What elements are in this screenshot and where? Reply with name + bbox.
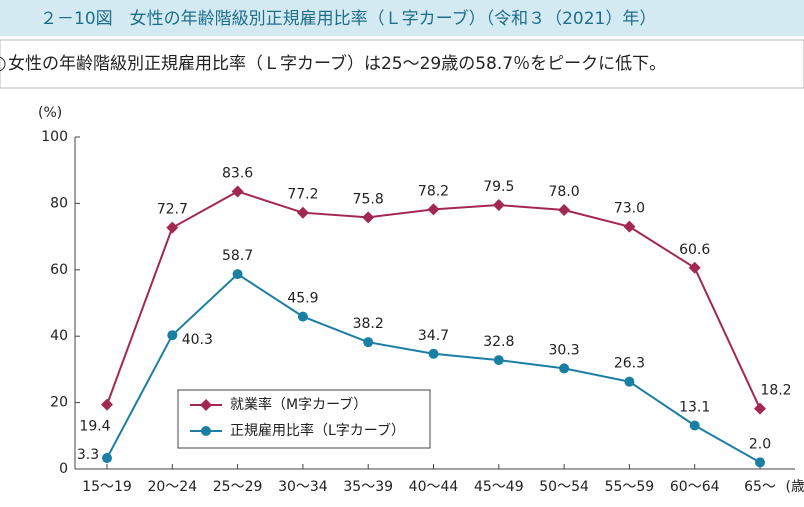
x-tick-label: 60～64 bbox=[670, 479, 720, 495]
y-tick-label: 100 bbox=[41, 129, 68, 145]
data-point bbox=[755, 457, 765, 468]
data-point bbox=[232, 269, 243, 280]
x-tick-label: 55～59 bbox=[605, 479, 655, 495]
data-point bbox=[559, 363, 570, 374]
legend-label: 正規雇用比率（L字カーブ） bbox=[230, 422, 405, 439]
data-point bbox=[363, 337, 374, 348]
x-tick-label: 20～24 bbox=[147, 479, 197, 495]
data-point bbox=[427, 203, 440, 216]
data-label: 45.9 bbox=[287, 291, 318, 307]
data-label: 18.2 bbox=[760, 383, 791, 399]
data-label: 58.7 bbox=[222, 248, 253, 264]
legend-label: 就業率（M字カーブ） bbox=[230, 396, 367, 413]
x-tick-label: 30～34 bbox=[278, 479, 328, 495]
data-label: 32.8 bbox=[483, 334, 514, 350]
legend bbox=[177, 389, 431, 449]
series-line bbox=[106, 190, 761, 409]
y-axis-label: (%) bbox=[38, 105, 62, 121]
data-point bbox=[296, 206, 309, 219]
data-point bbox=[297, 311, 308, 322]
data-label: 79.5 bbox=[483, 179, 514, 195]
data-label: 19.4 bbox=[79, 419, 110, 435]
data-point bbox=[558, 204, 571, 217]
legend-marker bbox=[201, 426, 211, 436]
data-point bbox=[101, 398, 113, 411]
data-label: 40.3 bbox=[182, 332, 213, 348]
y-tick-label: 80 bbox=[50, 195, 68, 211]
data-point bbox=[492, 199, 505, 212]
data-point bbox=[167, 330, 178, 341]
data-label: 78.0 bbox=[549, 184, 580, 200]
y-tick-label: 20 bbox=[50, 395, 68, 411]
y-tick-label: 60 bbox=[50, 262, 68, 278]
x-tick-label: 45～49 bbox=[474, 479, 524, 495]
data-label: 73.0 bbox=[614, 201, 645, 217]
data-label: 2.0 bbox=[749, 436, 771, 452]
data-label: 77.2 bbox=[287, 187, 318, 203]
data-point bbox=[493, 355, 504, 366]
data-label: 38.2 bbox=[353, 316, 384, 332]
bullet bbox=[0, 56, 6, 72]
data-point bbox=[689, 420, 700, 431]
data-point bbox=[754, 402, 766, 415]
x-axis-label: (歳) bbox=[786, 479, 804, 495]
data-label: 75.8 bbox=[353, 191, 384, 207]
data-point bbox=[623, 220, 636, 233]
data-point bbox=[231, 185, 244, 198]
x-tick-label: 40～44 bbox=[409, 479, 459, 495]
data-label: 3.3 bbox=[77, 447, 99, 463]
y-tick-label: 0 bbox=[59, 461, 68, 477]
x-tick-label: 50～54 bbox=[539, 479, 589, 495]
x-tick-label: 65～ bbox=[744, 479, 776, 495]
subtitle-box bbox=[0, 39, 804, 89]
data-label: 30.3 bbox=[549, 342, 580, 358]
data-point bbox=[362, 211, 375, 224]
data-label: 13.1 bbox=[679, 400, 710, 416]
data-point bbox=[428, 348, 439, 359]
subtitle: 女性の年齢階級別正規雇用比率（Ｌ字カーブ）は25～29歳の58.7％をピークに低… bbox=[8, 53, 666, 74]
data-label: 34.7 bbox=[418, 328, 449, 344]
x-tick-label: 25～29 bbox=[213, 479, 263, 495]
x-tick-label: 15～19 bbox=[82, 479, 132, 495]
legend-marker bbox=[200, 399, 212, 411]
chart-title: ２－10図 女性の年齢階級別正規雇用比率（Ｌ字カーブ）（令和３（2021）年） bbox=[40, 8, 656, 29]
data-label: 26.3 bbox=[614, 356, 645, 372]
data-label: 83.6 bbox=[222, 165, 253, 181]
data-label: 72.7 bbox=[157, 202, 188, 218]
data-point bbox=[688, 261, 701, 274]
data-label: 60.6 bbox=[679, 242, 710, 258]
y-tick-label: 40 bbox=[50, 328, 68, 344]
header-bar bbox=[0, 0, 804, 36]
data-point bbox=[102, 453, 112, 464]
x-tick-label: 35～39 bbox=[343, 479, 393, 495]
data-point bbox=[624, 376, 635, 387]
data-label: 78.2 bbox=[418, 183, 449, 199]
data-point bbox=[166, 221, 179, 234]
